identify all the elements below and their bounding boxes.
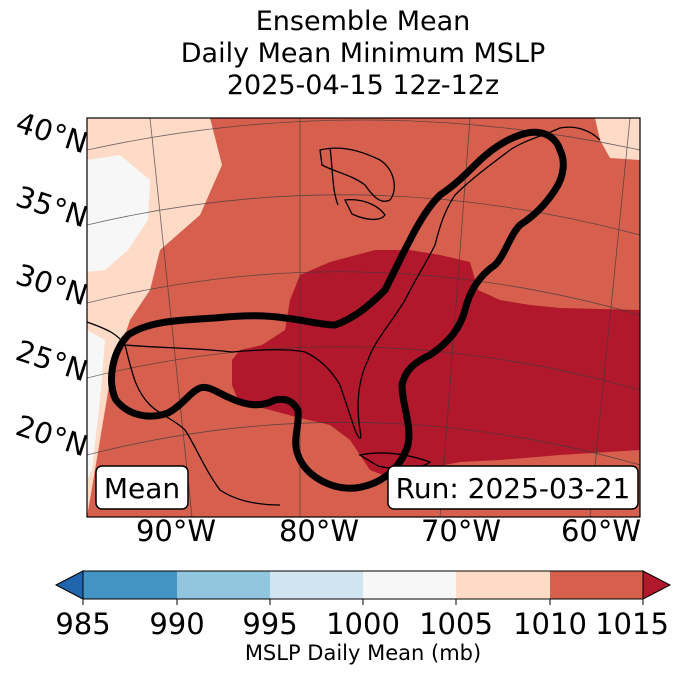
title-line-3: 2025-04-15 12z-12z (226, 70, 500, 101)
parallel-20 (87, 421, 640, 466)
graticule (87, 118, 640, 517)
colorbar-tick-985: 985 (55, 607, 110, 641)
lat-label-35: 35°N (12, 179, 92, 234)
great-lakes (319, 147, 395, 202)
colorbar-segment-990-995 (177, 571, 270, 599)
parallel-35 (87, 194, 640, 236)
title-line-1: Ensemble Mean (255, 6, 471, 37)
colorbar-tick-995: 995 (242, 607, 297, 641)
meridian-90 (149, 118, 193, 517)
colorbar-segment-995-1000 (270, 571, 363, 599)
mean-label: Mean (104, 472, 180, 505)
lat-label-30: 30°N (12, 257, 92, 312)
colorbar-segment-1005-1010 (456, 571, 550, 599)
colorbar-segment-985-990 (83, 571, 177, 599)
map-area (87, 118, 640, 517)
parallel-40 (87, 119, 640, 151)
meridian-70 (439, 118, 471, 517)
lat-label-25: 25°N (12, 333, 92, 388)
lon-label-80: 80°W (279, 514, 359, 548)
parallel-30 (87, 271, 640, 316)
northeast-coast (434, 126, 601, 246)
fill-lt-1005-south (87, 330, 105, 480)
lon-label-90: 90°W (136, 514, 216, 548)
fill-gt-1015 (232, 250, 640, 478)
mean-box: Mean (95, 465, 189, 510)
lat-label-20: 20°N (12, 408, 92, 463)
gulf-atlantic-coast (124, 244, 436, 439)
title-line-2: Daily Mean Minimum MSLP (180, 38, 546, 69)
lat-label-40: 40°N (12, 105, 92, 160)
colorbar-under-arrow (54, 570, 84, 600)
lake-michigan (329, 147, 339, 206)
map-frame (86, 117, 641, 518)
parallel-25 (87, 346, 640, 391)
colorbar-segment-1010-1015 (550, 571, 643, 599)
fill-lt-1005 (87, 155, 150, 272)
meridian-60 (589, 118, 631, 517)
colorbar-tick-1005: 1005 (419, 607, 493, 641)
colorbar-tick-1015: 1015 (595, 607, 669, 641)
colorbar-tick-1000: 1000 (326, 607, 400, 641)
lon-label-60: 60°W (561, 514, 641, 548)
colorbar-tick-1010: 1010 (513, 607, 587, 641)
coastlines (87, 126, 601, 506)
colorbar-over-arrow (642, 570, 672, 600)
lake-erie (344, 199, 386, 221)
lon-label-70: 70°W (421, 514, 501, 548)
run-label: Run: 2025-03-21 (396, 472, 631, 505)
colorbar: 985 990 995 1000 1005 1010 1015 MSLP Dai… (54, 570, 672, 665)
colorbar-segment-1000-1005 (363, 571, 456, 599)
mslp-contour (108, 128, 567, 492)
colorbar-label: MSLP Daily Mean (mb) (245, 641, 481, 665)
run-box: Run: 2025-03-21 (387, 465, 639, 510)
colorbar-tick-990: 990 (149, 607, 204, 641)
